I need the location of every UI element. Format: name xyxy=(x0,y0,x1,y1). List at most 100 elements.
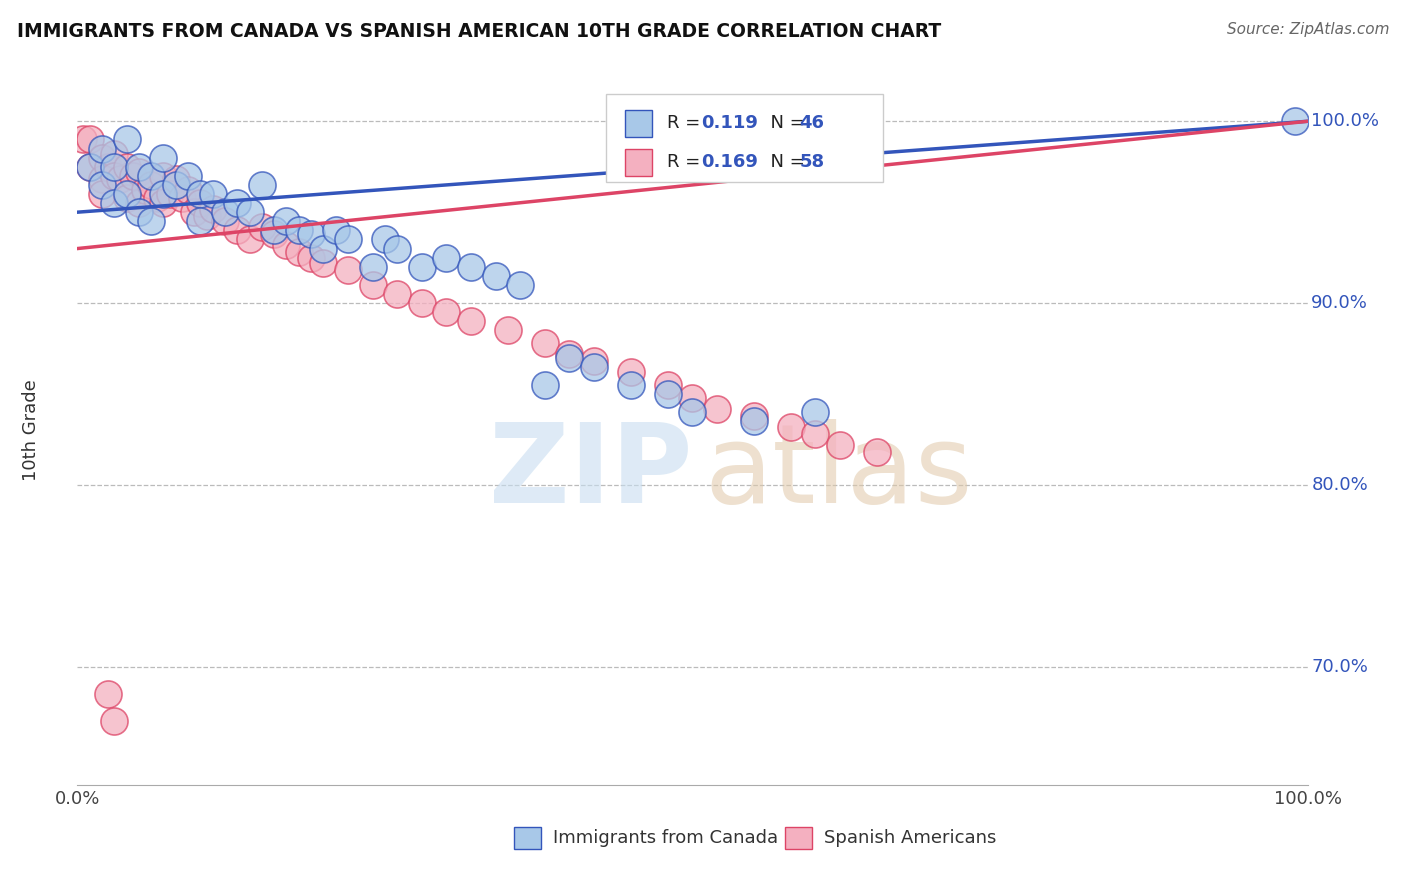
Point xyxy=(706,401,728,416)
Point xyxy=(128,196,150,211)
Point xyxy=(188,196,212,211)
Point xyxy=(263,223,285,237)
Point xyxy=(276,214,298,228)
Point xyxy=(152,169,174,183)
Point xyxy=(325,223,347,237)
Point xyxy=(201,186,224,201)
Point xyxy=(188,186,212,201)
Point xyxy=(90,151,114,165)
Point xyxy=(239,205,262,219)
Point xyxy=(79,132,101,146)
Point xyxy=(509,277,531,292)
Point xyxy=(165,178,187,192)
Point xyxy=(534,378,557,392)
Point xyxy=(620,378,643,392)
Text: 0.119: 0.119 xyxy=(702,114,758,132)
Point xyxy=(103,169,125,183)
Point xyxy=(226,196,249,211)
Point xyxy=(263,227,285,241)
Text: Source: ZipAtlas.com: Source: ZipAtlas.com xyxy=(1226,22,1389,37)
Point xyxy=(460,314,482,328)
Point xyxy=(620,365,643,379)
Point xyxy=(312,242,335,256)
Point xyxy=(337,263,360,277)
Point xyxy=(385,287,409,301)
Point xyxy=(742,409,765,423)
Point xyxy=(682,405,704,419)
Point xyxy=(780,419,803,434)
Point xyxy=(534,336,557,351)
Point xyxy=(804,427,827,442)
Point xyxy=(115,160,138,174)
Point xyxy=(374,232,396,246)
Point xyxy=(146,191,169,205)
Text: IMMIGRANTS FROM CANADA VS SPANISH AMERICAN 10TH GRADE CORRELATION CHART: IMMIGRANTS FROM CANADA VS SPANISH AMERIC… xyxy=(17,22,941,41)
Point xyxy=(97,687,120,701)
Point xyxy=(141,169,163,183)
Point xyxy=(103,160,125,174)
Point xyxy=(115,132,138,146)
Point xyxy=(312,256,335,270)
Point xyxy=(141,178,163,192)
Point xyxy=(72,132,94,146)
Point xyxy=(583,354,606,368)
Point xyxy=(682,391,704,405)
Point xyxy=(103,147,125,161)
Point xyxy=(170,191,193,205)
Text: R =: R = xyxy=(666,153,706,171)
Point xyxy=(128,165,150,179)
Point xyxy=(177,183,200,197)
Point xyxy=(177,169,200,183)
Point xyxy=(361,277,384,292)
Text: 0.169: 0.169 xyxy=(702,153,758,171)
Point xyxy=(110,172,132,186)
Point xyxy=(134,183,156,197)
Text: 10th Grade: 10th Grade xyxy=(21,379,39,482)
Point xyxy=(183,205,205,219)
Text: 46: 46 xyxy=(800,114,824,132)
Text: 58: 58 xyxy=(800,153,824,171)
Text: 80.0%: 80.0% xyxy=(1312,476,1368,494)
Point xyxy=(90,142,114,156)
Point xyxy=(337,232,360,246)
Point xyxy=(152,196,174,211)
Point xyxy=(214,214,236,228)
Point xyxy=(165,172,187,186)
Text: 100.0%: 100.0% xyxy=(1312,112,1379,130)
FancyBboxPatch shape xyxy=(785,827,811,849)
Point xyxy=(583,359,606,374)
Point xyxy=(288,245,311,260)
FancyBboxPatch shape xyxy=(624,110,652,136)
Text: 70.0%: 70.0% xyxy=(1312,657,1368,676)
Point xyxy=(90,186,114,201)
Point xyxy=(121,169,143,183)
Point xyxy=(804,405,827,419)
Point xyxy=(1284,114,1306,128)
Point xyxy=(141,214,163,228)
Point xyxy=(188,214,212,228)
Text: Immigrants from Canada: Immigrants from Canada xyxy=(554,830,779,847)
Point xyxy=(115,191,138,205)
Point xyxy=(276,238,298,252)
Point xyxy=(103,196,125,211)
Point xyxy=(657,378,679,392)
Point xyxy=(411,296,433,310)
Point xyxy=(250,219,273,234)
Text: R =: R = xyxy=(666,114,706,132)
Point xyxy=(152,186,174,201)
Point xyxy=(90,178,114,192)
Point xyxy=(97,160,120,174)
Point xyxy=(866,445,889,459)
Point xyxy=(250,178,273,192)
Point xyxy=(496,323,519,337)
Point xyxy=(460,260,482,274)
Point xyxy=(742,414,765,428)
Point xyxy=(657,387,679,401)
Point xyxy=(115,186,138,201)
Point xyxy=(558,351,581,365)
Text: Spanish Americans: Spanish Americans xyxy=(824,830,997,847)
Point xyxy=(830,438,852,452)
Point xyxy=(436,251,458,265)
Point xyxy=(299,251,322,265)
Text: ZIP: ZIP xyxy=(489,419,693,526)
